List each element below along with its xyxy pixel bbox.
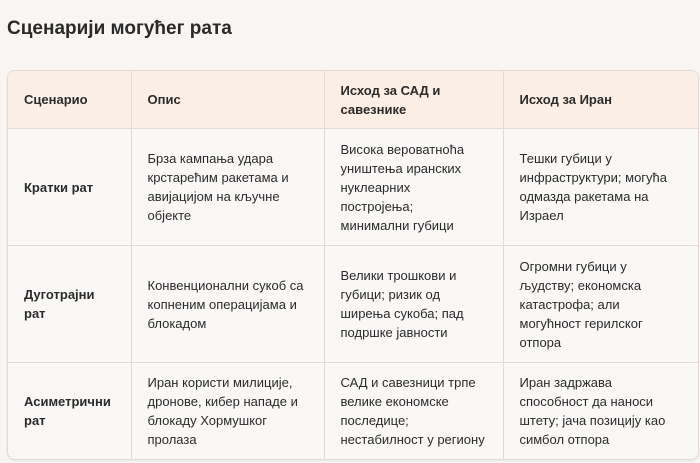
scenarios-table: Сценарио Опис Исход за САД и савезнике И… [7,70,699,460]
cell-scenario: Дуготрајни рат [8,245,132,364]
cell-us-outcome: Висока вероватноћа уништења иранских нук… [324,128,504,247]
header-iran-outcome: Исход за Иран [503,71,698,129]
cell-description: Конвенционални сукоб са копненим операци… [131,245,325,364]
page-title: Сценарији могућег рата [7,18,232,39]
table-header-row: Сценарио Опис Исход за САД и савезнике И… [8,71,698,129]
cell-us-outcome: САД и савезници трпе велике економске по… [324,362,504,459]
cell-iran-outcome: Тешки губици у инфраструктури; могућа од… [503,128,698,247]
header-us-outcome: Исход за САД и савезнике [324,71,504,129]
table-row: Дуготрајни рат Конвенционални сукоб са к… [8,245,698,364]
cell-description: Иран користи милиције, дронове, кибер на… [131,362,325,459]
cell-us-outcome: Велики трошкови и губици; ризик од ширењ… [324,245,504,364]
cell-scenario: Асиметрични рат [8,362,132,459]
table-row: Кратки рат Брза кампања удара крстарећим… [8,128,698,247]
header-scenario: Сценарио [8,71,132,129]
cell-iran-outcome: Иран задржава способност да наноси штету… [519,375,666,448]
header-description: Опис [131,71,325,129]
cell-description: Брза кампања удара крстарећим ракетама и… [131,128,325,247]
cell-scenario: Кратки рат [8,128,132,247]
cell-iran-outcome: Огромни губици у људству; економска ката… [503,245,698,364]
table-row: Асиметрични рат Иран користи милиције, д… [8,362,698,459]
